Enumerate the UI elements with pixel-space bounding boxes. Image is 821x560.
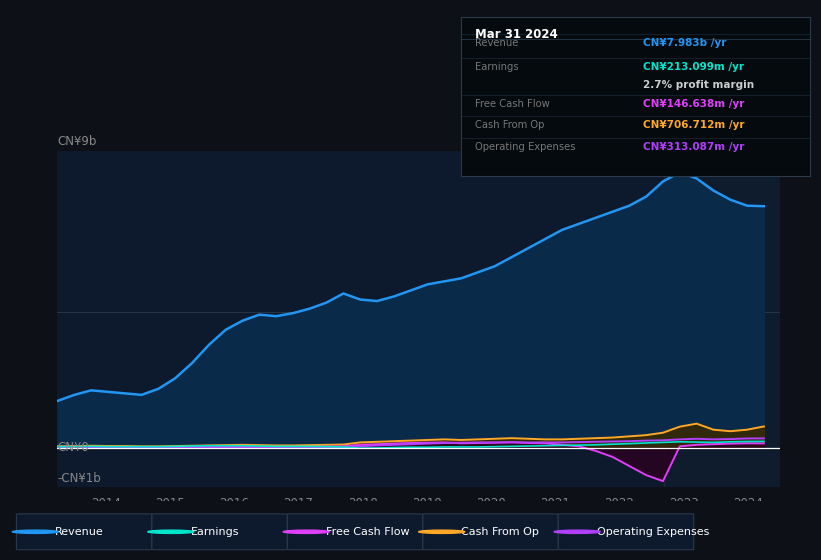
FancyBboxPatch shape (423, 514, 558, 550)
Text: -CN¥1b: -CN¥1b (57, 472, 101, 484)
Text: Free Cash Flow: Free Cash Flow (475, 99, 550, 109)
Circle shape (148, 530, 194, 534)
Circle shape (419, 530, 465, 534)
Text: Cash From Op: Cash From Op (461, 527, 539, 537)
Text: Cash From Op: Cash From Op (475, 119, 545, 129)
Bar (664, 151, 780, 487)
Circle shape (554, 530, 600, 534)
Text: 2.7% profit margin: 2.7% profit margin (643, 80, 754, 90)
Text: Revenue: Revenue (475, 38, 519, 48)
Text: Free Cash Flow: Free Cash Flow (326, 527, 410, 537)
Text: CN¥706.712m /yr: CN¥706.712m /yr (643, 119, 745, 129)
Text: CN¥146.638m /yr: CN¥146.638m /yr (643, 99, 744, 109)
Text: CN¥313.087m /yr: CN¥313.087m /yr (643, 142, 744, 152)
Text: Earnings: Earnings (475, 62, 519, 72)
Text: CN¥9b: CN¥9b (57, 136, 97, 148)
Text: Earnings: Earnings (190, 527, 239, 537)
Text: Mar 31 2024: Mar 31 2024 (475, 28, 558, 41)
Text: CN¥0: CN¥0 (57, 441, 89, 454)
Text: CN¥213.099m /yr: CN¥213.099m /yr (643, 62, 744, 72)
FancyBboxPatch shape (152, 514, 287, 550)
Text: Operating Expenses: Operating Expenses (597, 527, 709, 537)
Text: CN¥7.983b /yr: CN¥7.983b /yr (643, 38, 727, 48)
Circle shape (12, 530, 58, 534)
Text: Revenue: Revenue (55, 527, 103, 537)
Circle shape (283, 530, 329, 534)
FancyBboxPatch shape (16, 514, 152, 550)
FancyBboxPatch shape (558, 514, 694, 550)
FancyBboxPatch shape (287, 514, 423, 550)
Text: Operating Expenses: Operating Expenses (475, 142, 576, 152)
